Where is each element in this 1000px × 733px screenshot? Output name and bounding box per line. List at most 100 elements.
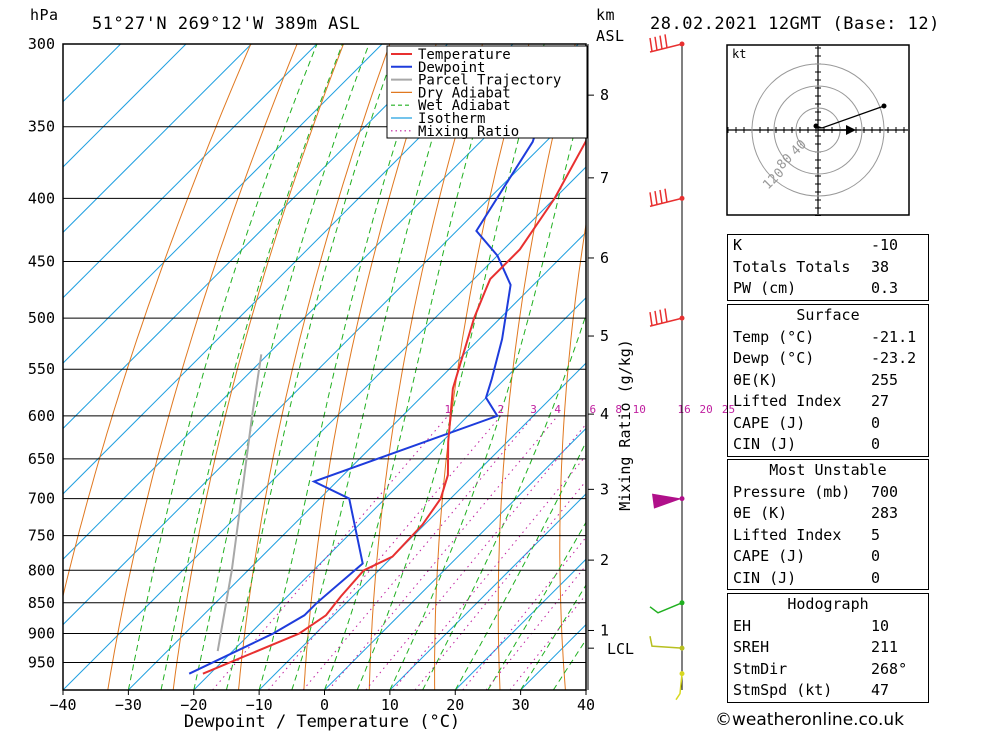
km-tick-label: 2 [600,551,609,569]
k-label: K [733,236,743,254]
storm-motion-arrowhead [846,125,856,135]
stmdir-label: StmDir [733,659,788,678]
km-tick-label: 1 [600,621,609,639]
temp-label: Temp (°C) [733,327,815,346]
wind-barb-flag [654,310,658,325]
temperature-tick-label: 20 [446,696,464,714]
wind-barb-flag [654,191,658,205]
wind-barb-shaft [649,317,683,327]
axes: 1 2 3 4 6 8 10 16 20 2530035040045050055060065070… [28,35,735,714]
sreh-value: 211 [871,638,899,656]
dry-adiabat-line [238,44,391,690]
datetime-title: 28.02.2021 12GMT (Base: 12) [650,14,940,34]
wet-adiabat-line [225,44,398,690]
mixing-ratio-label: 2 [497,403,504,416]
temperature-tick-label: 30 [512,696,530,714]
wind-barb-shaft [675,673,683,701]
tt-value: 38 [871,257,890,276]
pw-label: PW (cm) [733,279,797,297]
mixing-ratio-label: 4 [554,403,561,416]
mixing-ratio-label: 20 [699,403,712,416]
wet-adiabat-line [127,44,318,690]
mixing-ratio-label: 10 [633,403,646,416]
dry-adiabat-line [172,44,344,690]
wind-barb-flag [659,35,663,50]
tt-row: Totals Totals 38 [728,257,928,279]
legend-box [386,45,588,139]
km-tick-label: 5 [600,327,609,345]
pressure-tick-label: 800 [28,561,55,579]
eh-value: 10 [871,616,890,635]
isotherm-line [324,427,586,690]
cin-value: 0 [871,435,881,453]
isobar-lines [63,43,586,663]
isotherm-line [63,44,252,234]
pressure-tick-label: 450 [28,253,55,271]
pressure-tick-label: 500 [28,309,55,327]
theta-label: θE(K) [733,370,779,389]
k-row: K -10 [728,235,928,257]
wind-barb-flag [664,34,668,49]
wind-barb-flag [649,37,653,52]
temperature-tick-label: −30 [115,696,142,714]
plot-frame [62,43,587,691]
mu-cape-value: 0 [871,547,881,565]
copyright-link[interactable]: ©weatheronline.co.uk [715,710,905,730]
wet-adiabat-line [160,44,343,690]
mixing-ratio-label: 3 [530,403,537,416]
legend-entry: Isotherm [418,111,485,127]
wet-adiabat-line [454,440,586,690]
dry-adiabat-line [991,44,1000,690]
temperature-line [202,139,586,675]
mixing-ratio-line [365,423,586,690]
cin-label: CIN (J) [733,435,797,453]
sreh-label: SREH [733,638,770,656]
temperature-tick-label: 40 [577,696,595,714]
asl-label: ASL [596,27,625,45]
mixing-ratio-label: 25 [722,403,735,416]
isotherm-line [63,44,383,364]
mu-pres-label: Pressure (mb) [733,482,851,501]
mu-cin-label: CIN (J) [733,568,797,587]
pressure-tick-label: 350 [28,118,55,136]
mu-li-value: 5 [871,525,881,544]
theta-value: 255 [871,370,899,389]
wind-barb-flag [659,309,663,324]
temperature-tick-label: −40 [49,696,76,714]
wind-barb-shaft [649,602,683,614]
km-tick-label: 7 [600,169,609,187]
km-axis: 1 2 3 4 5 6 7 8 LCL [587,44,634,690]
hodograph-ring [773,85,863,175]
stmspd-value: 47 [871,681,890,699]
mu-li-label: Lifted Index [733,525,842,544]
isotherm-line [63,44,187,168]
pressure-tick-label: 850 [28,594,55,612]
pw-value: 0.3 [871,279,899,297]
hodo-title: Hodograph [787,595,869,613]
legend-entry: Temperature [418,47,511,63]
isotherm-line [63,44,318,299]
tt-label: Totals Totals [733,257,851,276]
mu-cape-label: CAPE (J) [733,547,806,565]
pressure-tick-label: 400 [28,189,55,207]
wind-barb-shaft [649,43,683,53]
mixing-ratio-line [414,480,586,690]
pressure-tick-label: 750 [28,527,55,545]
indices-table: K -10 Totals Totals 38 PW (cm) 0.3 [727,234,929,301]
mu-pres-value: 700 [871,482,899,501]
stmdir-value: 268° [871,659,908,678]
km-tick-label: 8 [600,86,609,104]
y2-axis-label: Mixing Ratio (g/kg) [616,339,634,511]
lcl-label: LCL [607,640,634,658]
pressure-tick-label: 300 [28,35,55,53]
legend-entry: Dry Adiabat [418,85,511,101]
temperature-tick-label: −20 [180,696,207,714]
eh-label: EH [733,616,752,635]
wind-barb-flag [659,189,663,204]
hodograph-ring [751,63,885,197]
li-label: Lifted Index [733,392,842,410]
isotherm-line [63,166,586,690]
surface-title: Surface [796,306,860,324]
pw-row: PW (cm) 0.3 [728,278,928,300]
hodograph-table: Hodograph EH 10 SREH 211 StmDir 268° StmSpd… [727,593,929,703]
